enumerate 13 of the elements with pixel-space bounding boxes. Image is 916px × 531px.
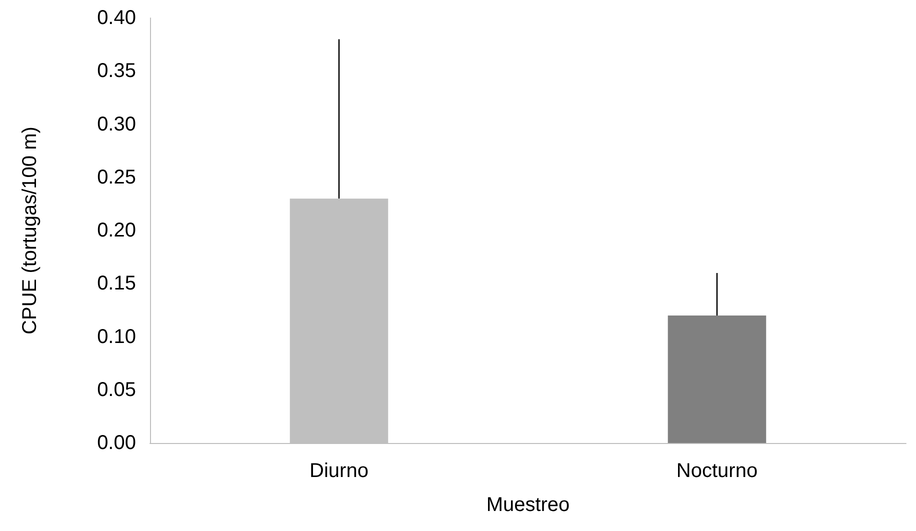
x-tick-label: Diurno <box>310 460 368 482</box>
y-tick-label: 0.25 <box>97 166 136 188</box>
y-tick-label: 0.15 <box>97 272 136 295</box>
x-tick-label: Nocturno <box>676 460 758 482</box>
y-tick-label: 0.05 <box>97 378 136 401</box>
y-tick-label: 0.10 <box>97 326 136 348</box>
x-axis-title: Muestreo <box>486 494 570 516</box>
y-tick-label: 0.20 <box>97 220 136 242</box>
y-tick-label: 0.40 <box>97 7 136 29</box>
y-tick-label: 0.35 <box>97 60 136 82</box>
y-tick-label: 0.00 <box>97 432 136 454</box>
y-tick-label: 0.30 <box>97 113 136 136</box>
y-axis-title: CPUE (tortugas/100 m) <box>19 126 41 334</box>
